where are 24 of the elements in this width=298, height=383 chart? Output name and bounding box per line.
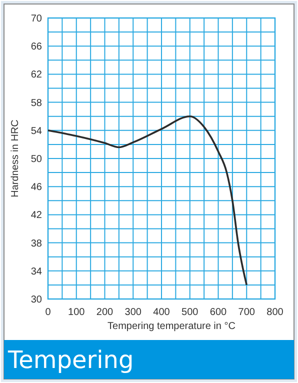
x-tick-label: 600 [210,307,228,318]
x-tick-label: 0 [45,307,52,318]
x-tick-label: 500 [182,307,199,318]
y-tick-label: 30 [30,294,42,306]
y-tick-label: 62 [30,70,42,81]
x-tick-label: 800 [266,307,284,318]
x-tick-label: 300 [124,307,142,318]
text: Tempering [7,346,134,374]
x-axis-title: Tempering temperature in °C [108,321,236,332]
y-tick-label: 34 [30,266,42,278]
y-tick-label: 38 [30,238,42,250]
x-tick-label: 200 [96,307,114,318]
y-tick-label: 58 [30,98,42,109]
x-tick-label: 100 [68,307,86,318]
x-tick-label: 400 [153,307,170,318]
x-tick-label: 700 [238,307,256,318]
y-tick-label: 66 [30,42,42,53]
y-tick-label: 50 [30,154,42,165]
y-tick-label: 42 [30,210,42,222]
y-tick-label: 46 [30,182,42,194]
y-tick-label: 70 [30,14,42,24]
y-axis-title: Hardness in HRC [10,120,21,198]
y-tick-label: 54 [30,126,42,137]
line-series [47,115,248,286]
